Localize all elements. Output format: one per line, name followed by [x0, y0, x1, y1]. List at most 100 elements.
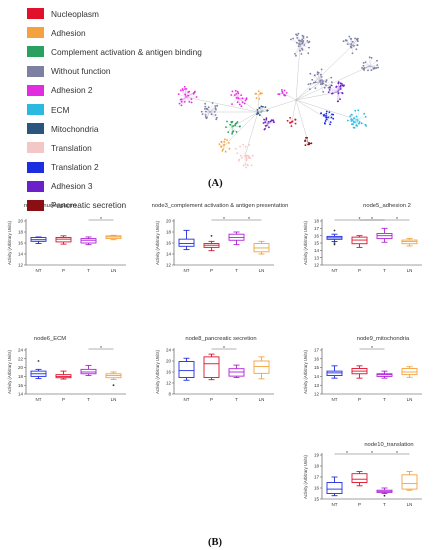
y-axis-label: Activity (Arbitrary Units) — [7, 350, 12, 394]
network-cluster — [262, 117, 275, 131]
y-axis-label: Activity (Arbitrary Units) — [7, 221, 12, 265]
box-plot: node6_ECM Activity (Arbitrary Units) 14 16 1… — [7, 336, 126, 402]
y-tick-label: 20 — [18, 365, 24, 370]
box-nt — [326, 229, 343, 246]
network-cluster — [234, 143, 254, 169]
legend-swatch — [27, 46, 44, 58]
y-tick-label: 12 — [314, 263, 320, 268]
y-tick-label: 15 — [314, 365, 320, 370]
y-tick-label: 15 — [314, 497, 320, 502]
y-tick-label: 16 — [18, 241, 24, 246]
y-tick-label: 14 — [18, 252, 24, 257]
chart-title: node10_translation — [364, 442, 413, 448]
network-cluster — [320, 110, 335, 126]
x-tick-label: LN — [259, 397, 265, 402]
significance-star: * — [100, 346, 102, 352]
legend-swatch — [27, 180, 44, 192]
y-axis-label: Activity (Arbitrary Units) — [155, 350, 160, 394]
x-tick-label: NT — [36, 397, 42, 402]
legend-label: ECM — [51, 104, 70, 115]
y-tick-label: 14 — [18, 392, 24, 397]
box-p — [55, 235, 72, 245]
box-p — [351, 471, 368, 487]
y-tick-label: 14 — [314, 248, 320, 253]
box-nt — [178, 229, 195, 251]
box-nt — [178, 357, 195, 381]
significance-star: * — [396, 451, 398, 457]
box-nt — [326, 476, 343, 497]
legend-swatch — [27, 199, 44, 211]
legend-item: Adhesion 2 — [5, 81, 205, 100]
x-tick-label: T — [235, 268, 238, 273]
y-tick-label: 16 — [314, 486, 320, 491]
outlier-point — [333, 229, 336, 232]
y-tick-label: 8 — [168, 392, 171, 397]
chart-title: node5_adhesion 2 — [363, 203, 411, 209]
y-tick-label: 16 — [314, 233, 320, 238]
box-plot: node9_mitochondria Activity (Arbitrary Un… — [303, 336, 422, 402]
y-tick-label: 18 — [314, 219, 320, 224]
box-plot: node1_nucleoplasm Activity (Arbitrary Uni… — [7, 203, 126, 273]
y-tick-label: 17 — [314, 475, 320, 480]
legend-swatch — [27, 8, 44, 20]
network-nodes — [177, 32, 379, 169]
legend-swatch — [27, 27, 44, 39]
legend-swatch — [27, 104, 44, 116]
box-p — [351, 235, 368, 248]
y-tick-label: 18 — [18, 374, 24, 379]
chart-title: node1_nucleoplasm — [24, 203, 76, 209]
legend-item: Complement activation & antigen binding — [5, 42, 205, 61]
y-tick-label: 16 — [18, 383, 24, 388]
y-tick-label: 24 — [18, 348, 24, 353]
x-tick-label: LN — [259, 268, 265, 273]
x-tick-label: NT — [184, 397, 190, 402]
network-cluster — [304, 136, 313, 147]
legend-item: Without function — [5, 62, 205, 81]
significance-star: * — [371, 451, 373, 457]
y-tick-label: 12 — [18, 263, 24, 268]
legend-item: Adhesion — [5, 23, 205, 42]
box-iqr — [401, 474, 418, 490]
significance-star: * — [223, 346, 225, 352]
network-graph — [177, 32, 379, 169]
box-t — [376, 370, 393, 379]
y-tick-label: 16 — [314, 356, 320, 361]
box-nt — [326, 365, 343, 379]
box-p — [351, 365, 368, 379]
y-tick-label: 12 — [314, 392, 320, 397]
legend-label: Translation 2 — [51, 162, 99, 173]
y-tick-label: 22 — [18, 356, 24, 361]
box-iqr — [178, 361, 195, 378]
box-t — [80, 364, 97, 376]
x-tick-label: LN — [111, 268, 117, 273]
box-plot: node5_adhesion 2 Activity (Arbitrary Unit… — [303, 203, 422, 273]
y-tick-label: 12 — [166, 263, 172, 268]
x-tick-label: LN — [407, 268, 413, 273]
legend-label: Adhesion 2 — [51, 85, 93, 96]
x-tick-label: P — [62, 397, 65, 402]
legend-label: Without function — [51, 66, 111, 77]
box-ln — [105, 234, 122, 241]
x-tick-label: P — [210, 397, 213, 402]
box-iqr — [253, 360, 270, 374]
y-tick-label: 20 — [18, 219, 24, 224]
x-tick-label: P — [62, 268, 65, 273]
box-ln — [401, 238, 418, 247]
box-iqr — [351, 473, 368, 483]
x-tick-label: T — [87, 397, 90, 402]
legend-label: Pancreatic secretion — [51, 200, 127, 211]
legend-label: Mitochondria — [51, 123, 99, 134]
y-axis-label: Activity (Arbitrary Units) — [155, 221, 160, 265]
significance-star: * — [223, 217, 225, 223]
outlier-point — [210, 234, 213, 237]
network-cluster — [277, 89, 288, 97]
y-tick-label: 16 — [166, 241, 172, 246]
chart-title: node8_pancreatic secretion — [185, 336, 256, 342]
box-ln — [253, 356, 270, 380]
network-cluster — [225, 120, 241, 135]
network-cluster — [290, 32, 311, 57]
network-cluster — [361, 56, 379, 72]
legend-item: Nucleoplasm — [5, 4, 205, 23]
box-p — [203, 234, 220, 252]
